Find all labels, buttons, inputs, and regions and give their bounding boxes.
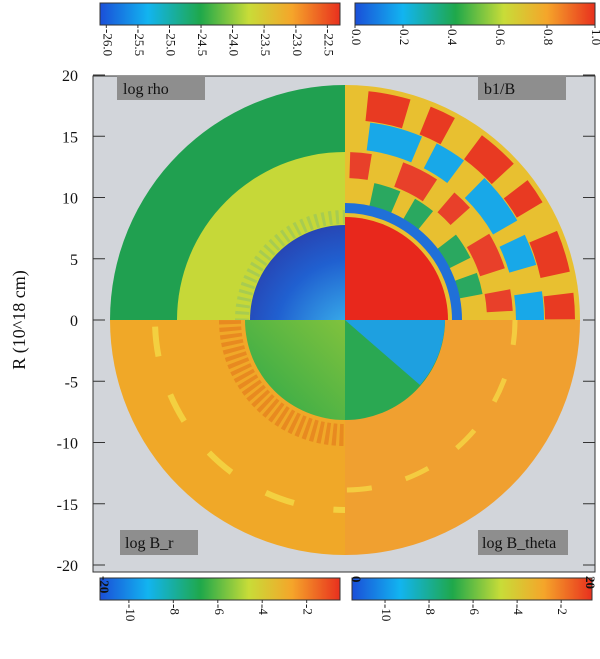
colorbar-gradient xyxy=(100,578,340,600)
panel-label: log B_theta xyxy=(482,535,556,552)
colorbar-tick-label: -8 xyxy=(423,604,438,615)
colorbar-gradient xyxy=(355,3,595,25)
y-tick-label: 10 xyxy=(62,191,78,208)
colorbar-tick-label: -25.5 xyxy=(132,29,147,56)
y-tick-label: -15 xyxy=(57,497,78,514)
colorbar-end-label: 0 xyxy=(349,576,364,583)
colorbar-tick-label: 1.0 xyxy=(589,29,600,45)
colorbar-tick-label: -6 xyxy=(212,604,227,615)
colorbar-tick-label: -10 xyxy=(379,604,394,621)
colorbar-end-label: 20 xyxy=(583,576,598,589)
y-tick-label: -10 xyxy=(57,436,78,453)
colorbar-end-label: -20 xyxy=(97,576,112,593)
colorbar-tick-label: -8 xyxy=(167,604,182,615)
y-tick-label: 15 xyxy=(62,129,78,146)
y-tick-label: 20 xyxy=(62,68,78,85)
y-tick-label: -5 xyxy=(65,374,78,391)
colorbar-tick-label: -4 xyxy=(511,604,526,615)
colorbar-tick-label: -26.0 xyxy=(100,29,115,56)
colorbar-tick-label: 0.2 xyxy=(397,29,412,45)
colorbar-tick-label: -2 xyxy=(555,604,570,615)
colorbar-gradient xyxy=(352,578,592,600)
colorbar-gradient xyxy=(100,3,340,25)
colorbar-tick-label: -23.5 xyxy=(258,29,273,56)
colorbar-tick-label: -6 xyxy=(467,604,482,615)
panel-label: b1/B xyxy=(484,81,515,98)
panel-label: log B_r xyxy=(125,535,174,552)
figure: log rho b1/B log B_r log B_theta R (10^1… xyxy=(0,0,600,659)
y-axis-label: R (10^18 cm) xyxy=(9,270,30,369)
colorbar-tick-label: -4 xyxy=(256,604,271,615)
colorbar-tick-label: -24.0 xyxy=(227,29,242,56)
colorbar-tick-label: -10 xyxy=(123,604,138,621)
colorbar: -26.0 -25.5 -25.0 -24.5 -24.0 -23.5 -23.0 -22.5 xyxy=(100,3,340,56)
colorbar: -10 -8 -6 -4 -2 0 20 xyxy=(349,576,598,621)
colorbar-tick-label: -22.5 xyxy=(321,29,336,56)
colorbar-tick-label: -24.5 xyxy=(195,29,210,56)
colorbar-tick-label: -2 xyxy=(301,604,316,615)
y-tick-label: 0 xyxy=(70,313,78,330)
colorbar-tick-label: 0.0 xyxy=(349,29,364,45)
colorbar-tick-label: 0.4 xyxy=(445,29,460,46)
colorbar-tick-label: 0.6 xyxy=(493,29,508,46)
colorbar-tick-label: 0.8 xyxy=(541,29,556,45)
colorbar: 0.0 0.2 0.4 0.6 0.8 1.0 xyxy=(349,3,600,46)
colorbar-tick-label: -23.0 xyxy=(290,29,305,56)
colorbar-tick-label: -25.0 xyxy=(163,29,178,56)
colorbar: -10 -8 -6 -4 -2 -20 xyxy=(97,576,340,621)
y-tick-label: -20 xyxy=(57,558,78,575)
y-tick-label: 5 xyxy=(70,252,78,269)
panel-label: log rho xyxy=(123,81,169,98)
